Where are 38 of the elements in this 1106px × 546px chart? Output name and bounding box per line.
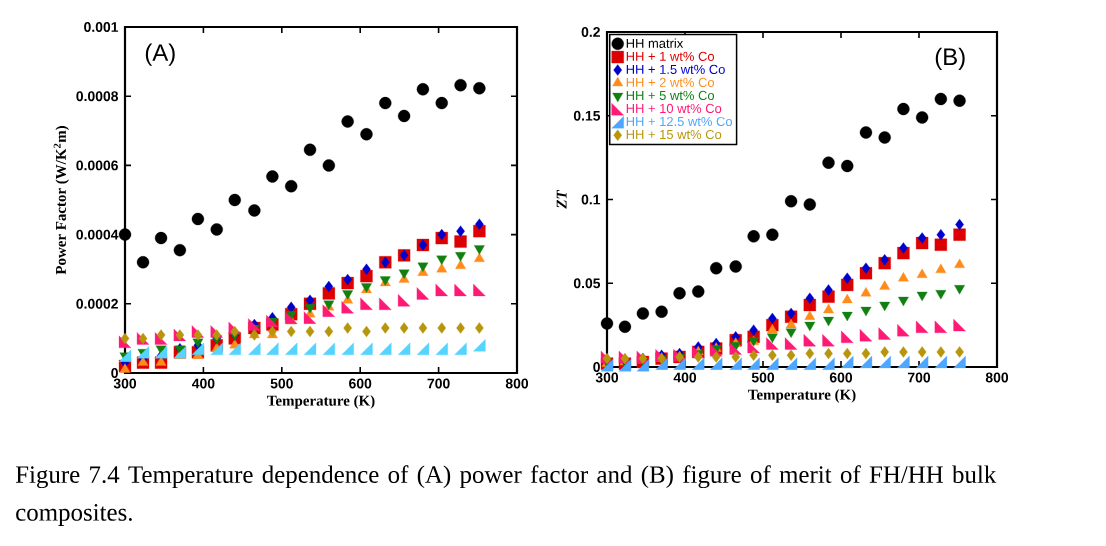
y-tick-label: 0 bbox=[111, 368, 118, 378]
x-tick-label: 800 bbox=[985, 372, 1009, 383]
caption: Figure 7.4 Temperature dependence of (A) power factor and (B) figure of merit of FH/HH bulk composites. bbox=[15, 465, 997, 526]
y-tick-label: 0.0006 bbox=[76, 160, 118, 171]
y-tick-label: 0.15 bbox=[573, 110, 601, 121]
legend-label: HH matrix bbox=[626, 38, 684, 48]
legend-label: HH + 15 wt% Co bbox=[626, 129, 722, 140]
y-tick-label: 0 bbox=[593, 362, 600, 372]
y-tick-label: 0.0002 bbox=[76, 298, 118, 309]
legend-label: HH + 10 wt% Co bbox=[626, 103, 722, 114]
x-tick-label: 700 bbox=[907, 372, 931, 383]
y-tick-label: 0.2 bbox=[581, 27, 600, 37]
y-tick-label: 0.0008 bbox=[76, 91, 119, 102]
annotation: (A) bbox=[145, 43, 175, 66]
x-tick-label: 600 bbox=[349, 378, 372, 389]
y-tick-label: 0.0004 bbox=[76, 229, 119, 240]
x-tick-label: 600 bbox=[829, 372, 853, 383]
x-tick-label: 500 bbox=[270, 378, 293, 389]
y-tick-label: 0.1 bbox=[581, 194, 601, 205]
y-axis-title: ZT bbox=[556, 189, 567, 209]
x-axis-title: Temperature (K) bbox=[748, 389, 856, 403]
legend-label: HH + 5 wt% Co bbox=[626, 90, 715, 101]
legend-label: HH + 12.5 wt% Co bbox=[626, 116, 733, 127]
x-tick-label: 300 bbox=[595, 372, 619, 383]
annotation: (B) bbox=[935, 47, 965, 70]
x-tick-label: 700 bbox=[427, 378, 450, 389]
x-tick-label: 500 bbox=[751, 372, 775, 383]
legend-label: HH + 2 wt% Co bbox=[626, 77, 715, 87]
x-axis-title: Temperature (K) bbox=[267, 395, 375, 409]
y-axis-title: Power Factor (W/K$^{2}$m) bbox=[53, 126, 69, 275]
legend-label: HH + 1.5 wt% Co bbox=[626, 64, 725, 74]
y-tick-label: 0.001 bbox=[84, 22, 119, 32]
x-tick-label: 400 bbox=[673, 372, 697, 383]
y-tick-label: 0.05 bbox=[573, 278, 601, 289]
x-tick-label: 800 bbox=[505, 378, 529, 389]
x-tick-label: 300 bbox=[113, 378, 137, 389]
legend-label: HH + 1 wt% Co bbox=[626, 51, 715, 61]
x-tick-label: 400 bbox=[191, 378, 215, 389]
